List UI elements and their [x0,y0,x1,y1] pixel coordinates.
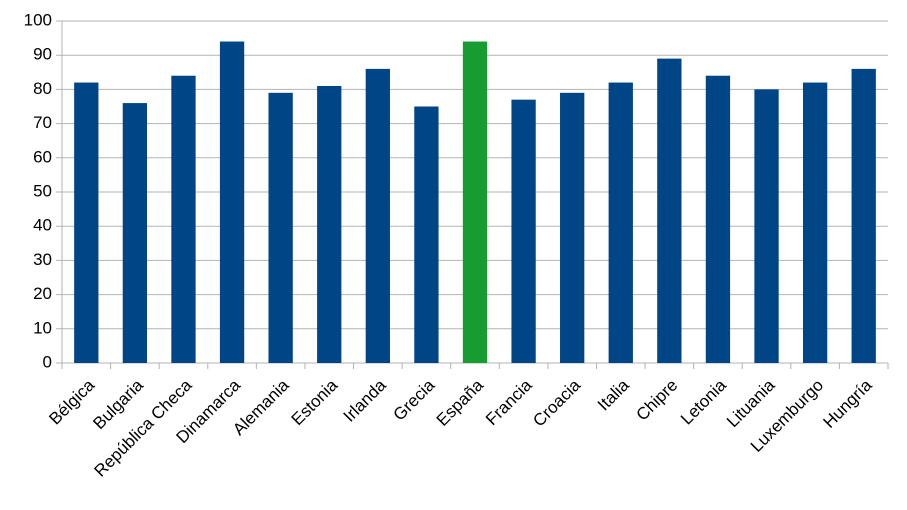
x-tick-label: Croacia [529,375,584,430]
bar [657,58,682,364]
bar [705,75,731,363]
bar [268,92,293,363]
bar [122,103,148,363]
x-tick-label: Francia [482,375,536,429]
x-tick-label: España [433,375,488,430]
y-tick-label: 10 [33,318,52,337]
y-tick-label: 70 [33,113,52,132]
bar [608,82,633,363]
x-tick-label: Italia [594,375,633,414]
bar [219,41,245,364]
y-tick-label: 90 [33,45,52,64]
y-tick-label: 80 [33,79,52,98]
y-tick-label: 0 [43,352,52,371]
y-tick-label: 30 [33,250,52,269]
bar [754,89,779,364]
bar [851,68,876,363]
x-tick-label: Hungría [820,375,877,432]
y-tick-label: 20 [33,284,52,303]
x-tick-label: Grecia [390,375,439,424]
bar [317,85,342,363]
y-tick-label: 40 [33,216,52,235]
x-tick-label: Chipre [632,376,681,425]
bar [365,68,390,363]
bar [171,75,196,363]
x-tick-label: Letonia [677,375,730,428]
bar [74,82,99,363]
y-tick-label: 100 [24,10,52,29]
bar [511,99,536,363]
x-tick-label: Irlanda [340,375,391,426]
bar [802,82,828,363]
x-tick-label: Estonia [288,375,342,429]
bar [414,106,439,363]
y-tick-label: 50 [33,181,52,200]
bar [462,41,488,364]
y-tick-label: 60 [33,147,52,166]
bar [560,92,585,363]
